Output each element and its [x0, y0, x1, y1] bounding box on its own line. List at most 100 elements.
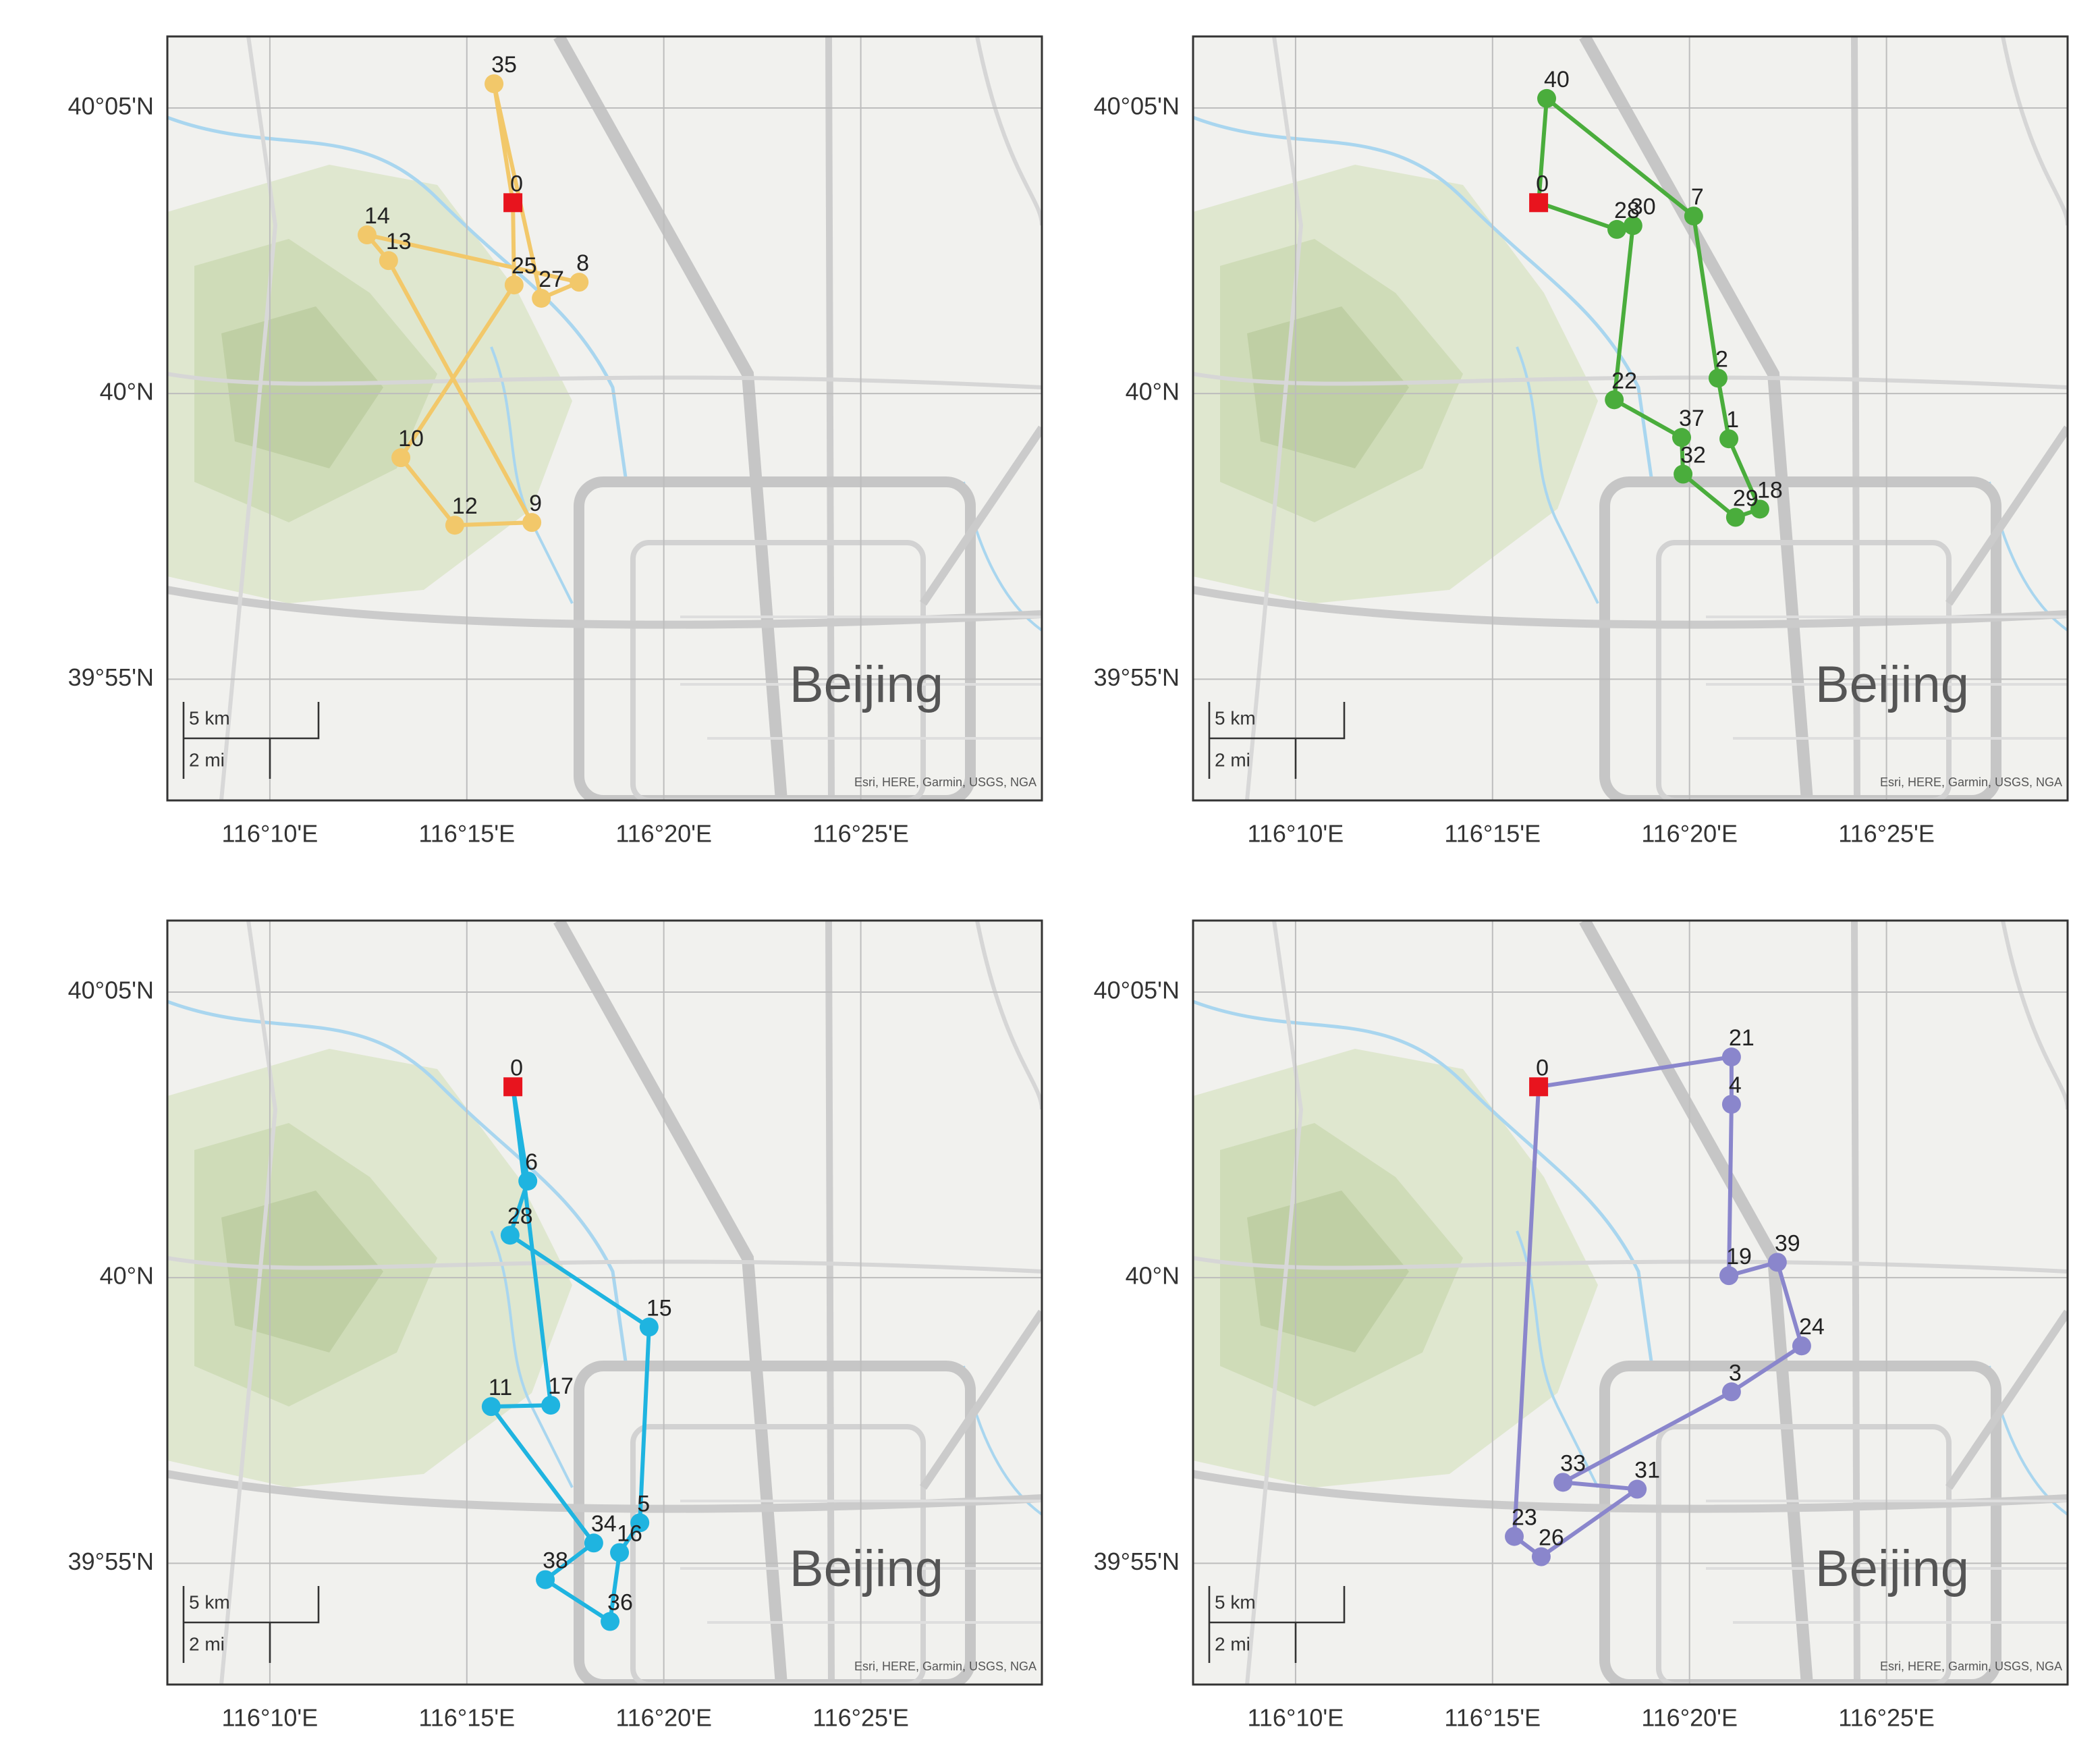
stop-marker: [1750, 499, 1769, 519]
x-tick-label: 116°20'E: [615, 820, 712, 848]
stop-marker: [391, 448, 411, 468]
city-label: Beijing: [1815, 656, 1969, 713]
plot-frame: [166, 919, 1043, 1686]
stop-marker: [357, 225, 377, 245]
stop-marker: [1553, 1473, 1573, 1492]
stop-label: 13: [386, 229, 412, 254]
stop-label: 36: [607, 1590, 633, 1616]
scale-label: 5 km: [1215, 707, 1256, 728]
y-tick-label: 40°N: [100, 1262, 154, 1290]
x-tick-label: 116°10'E: [222, 820, 319, 848]
stop-marker: [541, 1396, 561, 1415]
stop-label: 22: [1611, 368, 1637, 393]
stop-marker: [1708, 368, 1728, 388]
scale-label: 2 mi: [1215, 1633, 1250, 1654]
stop-marker: [1721, 1047, 1741, 1067]
x-tick-label: 116°20'E: [615, 1704, 712, 1732]
stop-marker: [532, 288, 551, 308]
stop-label: 1: [1726, 407, 1739, 433]
attribution: Esri, HERE, Garmin, USGS, NGA: [1880, 1660, 2062, 1673]
stop-marker: [1684, 207, 1703, 226]
y-tick-label: 40°05'N: [68, 977, 154, 1004]
y-tick-label: 40°N: [1126, 378, 1180, 406]
scale-bar: [1208, 702, 1346, 779]
stop-marker: [1607, 219, 1627, 239]
stop-marker: [1767, 1253, 1787, 1272]
scale-label: 5 km: [1215, 1591, 1256, 1612]
plot-frame: [166, 35, 1043, 802]
stop-label: 10: [398, 426, 424, 452]
stop-label: 16: [617, 1521, 642, 1546]
map-panel: 116°10'E 116°15'E 116°20'E 116°25'E 39°55'N 4…: [68, 35, 1043, 848]
attribution: Esri, HERE, Garmin, USGS, NGA: [1880, 775, 2062, 789]
scale-label: 5 km: [189, 707, 230, 728]
stop-marker: [1623, 216, 1642, 236]
x-tick-label: 116°15'E: [418, 820, 515, 848]
stop-label: 33: [1560, 1450, 1586, 1476]
stop-marker: [1628, 1479, 1647, 1499]
x-tick-label: 116°25'E: [1838, 820, 1935, 848]
stop-label: 24: [1799, 1314, 1825, 1340]
map-panel: 116°10'E 116°15'E 116°20'E 116°25'E 39°55'N 4…: [68, 919, 1043, 1732]
y-tick-label: 40°05'N: [1094, 977, 1180, 1004]
x-tick-label: 116°25'E: [1838, 1704, 1935, 1732]
scale-label: 2 mi: [189, 1633, 225, 1654]
y-tick-label: 39°55'N: [1094, 663, 1180, 691]
x-tick-label: 116°15'E: [1444, 1704, 1541, 1732]
y-tick-label: 39°55'N: [1094, 1548, 1180, 1575]
stop-label: 26: [1539, 1525, 1564, 1551]
stop-marker: [1725, 508, 1745, 527]
x-tick-label: 116°25'E: [812, 1704, 909, 1732]
y-tick-label: 40°N: [100, 378, 154, 406]
stop-marker: [1721, 1382, 1741, 1402]
scale-bar: [182, 1586, 320, 1663]
stop-label: 11: [489, 1375, 512, 1400]
route-return: [1537, 98, 1549, 203]
stop-label: 4: [1729, 1072, 1742, 1098]
stop-marker: [536, 1570, 555, 1589]
stop-label: 14: [364, 203, 390, 229]
depot-marker: [503, 193, 523, 213]
stop-marker: [445, 516, 464, 535]
stop-label: 17: [548, 1373, 574, 1399]
stop-label: 28: [1614, 198, 1640, 223]
stop-marker: [1537, 88, 1557, 108]
scale-label: 2 mi: [1215, 749, 1250, 770]
stop-marker: [504, 275, 524, 295]
x-tick-label: 116°10'E: [1248, 820, 1344, 848]
stop-marker: [1719, 1266, 1739, 1286]
stop-marker: [570, 273, 589, 292]
route-return: [511, 1086, 553, 1406]
stop-marker: [1674, 464, 1693, 484]
city-label: Beijing: [790, 656, 943, 713]
stop-label: 19: [1726, 1244, 1752, 1269]
stop-marker: [1792, 1336, 1811, 1356]
x-tick-label: 116°10'E: [222, 1704, 319, 1732]
stop-marker: [500, 1226, 520, 1245]
stop-marker: [522, 513, 542, 532]
route-return: [1512, 1087, 1541, 1537]
stop-label: 28: [507, 1203, 533, 1229]
stop-label: 15: [646, 1295, 672, 1321]
x-tick-label: 116°20'E: [1641, 1704, 1738, 1732]
route-return: [511, 202, 516, 285]
x-tick-label: 116°25'E: [812, 820, 909, 848]
stop-marker: [1605, 390, 1624, 410]
stop-label: 21: [1729, 1025, 1754, 1051]
attribution: Esri, HERE, Garmin, USGS, NGA: [854, 1660, 1037, 1673]
stop-label: 18: [1757, 477, 1783, 503]
stop-label: 34: [591, 1511, 617, 1537]
stop-label: 30: [1630, 194, 1656, 219]
x-tick-label: 116°20'E: [1641, 820, 1738, 848]
x-tick-label: 116°10'E: [1248, 1704, 1344, 1732]
stop-label: 0: [510, 171, 523, 196]
stop-label: 0: [510, 1055, 523, 1081]
stop-marker: [1505, 1527, 1524, 1546]
stop-label: 5: [637, 1491, 650, 1516]
y-tick-label: 40°05'N: [1094, 92, 1180, 120]
stop-label: 32: [1680, 443, 1706, 468]
depot-marker: [503, 1077, 523, 1097]
stop-marker: [485, 74, 504, 94]
stop-marker: [379, 251, 398, 271]
stop-marker: [601, 1612, 620, 1631]
